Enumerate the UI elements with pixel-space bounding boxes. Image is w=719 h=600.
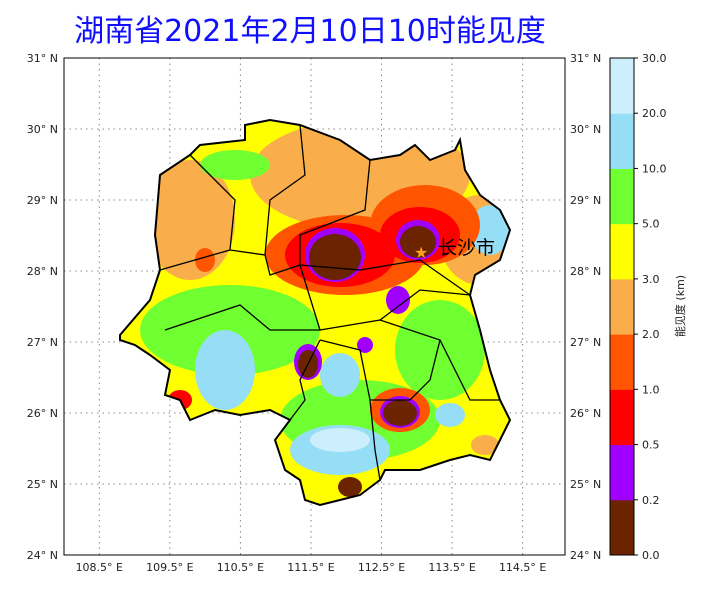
colorbar-swatch (610, 278, 634, 335)
colorbar-swatch (610, 168, 634, 225)
colorbar-tick: 0.2 (642, 494, 660, 507)
lon-tick: 109.5° E (146, 561, 193, 574)
lat-tick-left: 30° N (27, 123, 58, 136)
colorbar-tick: 0.5 (642, 439, 660, 452)
colorbar-swatch (610, 444, 634, 501)
colorbar-swatch (610, 499, 634, 556)
colorbar-tick: 5.0 (642, 218, 660, 231)
visibility-field (120, 120, 510, 505)
lat-tick-right: 31° N (570, 52, 601, 65)
lat-tick-left: 31° N (27, 52, 58, 65)
colorbar-label: 能见度 (km) (673, 275, 687, 337)
lon-tick: 110.5° E (217, 561, 264, 574)
city-label: 长沙市 (438, 237, 495, 259)
lon-tick: 108.5° E (76, 561, 123, 574)
map-frame (63, 57, 566, 556)
colorbar-tick: 30.0 (642, 52, 667, 65)
lon-tick: 114.5° E (499, 561, 546, 574)
star-icon: ★ (414, 243, 428, 262)
lon-tick: 113.5° E (428, 561, 475, 574)
lat-tick-left: 27° N (27, 336, 58, 349)
city-borders (159, 124, 500, 481)
lon-tick: 112.5° E (358, 561, 405, 574)
changsha-marker: ★ 长沙市 (414, 237, 495, 262)
colorbar-tick: 20.0 (642, 107, 667, 120)
lat-tick-left: 26° N (27, 407, 58, 420)
lat-tick-left: 24° N (27, 549, 58, 562)
colorbar-swatch (610, 389, 634, 446)
colorbar-tick: 1.0 (642, 383, 660, 396)
colorbar-tick: 10.0 (642, 162, 667, 175)
colorbar-tick: 3.0 (642, 273, 660, 286)
lat-tick-right: 25° N (570, 478, 601, 491)
lat-tick-right: 26° N (570, 407, 601, 420)
lat-tick-left: 29° N (27, 194, 58, 207)
colorbar-frame (609, 57, 635, 556)
colorbar-swatch (610, 113, 634, 169)
map-title: 湖南省2021年2月10日10时能见度 (74, 14, 546, 49)
lat-tick-left: 25° N (27, 478, 58, 491)
lat-tick-right: 30° N (570, 123, 601, 136)
lat-tick-right: 29° N (570, 194, 601, 207)
lat-tick-left: 28° N (27, 265, 58, 278)
colorbar-swatch (610, 223, 634, 280)
colorbar-tick: 0.0 (642, 549, 660, 562)
lat-tick-right: 27° N (570, 336, 601, 349)
colorbar-swatch (610, 334, 634, 390)
lon-tick: 111.5° E (287, 561, 334, 574)
lat-tick-right: 28° N (570, 265, 601, 278)
colorbar-swatch (610, 58, 634, 114)
colorbar-tick: 2.0 (642, 328, 660, 341)
colorbar: 0.0 0.2 0.5 1.0 2.0 3.0 5.0 10.0 20.0 30.0 (609, 52, 667, 562)
lat-tick-right: 24° N (570, 549, 601, 562)
